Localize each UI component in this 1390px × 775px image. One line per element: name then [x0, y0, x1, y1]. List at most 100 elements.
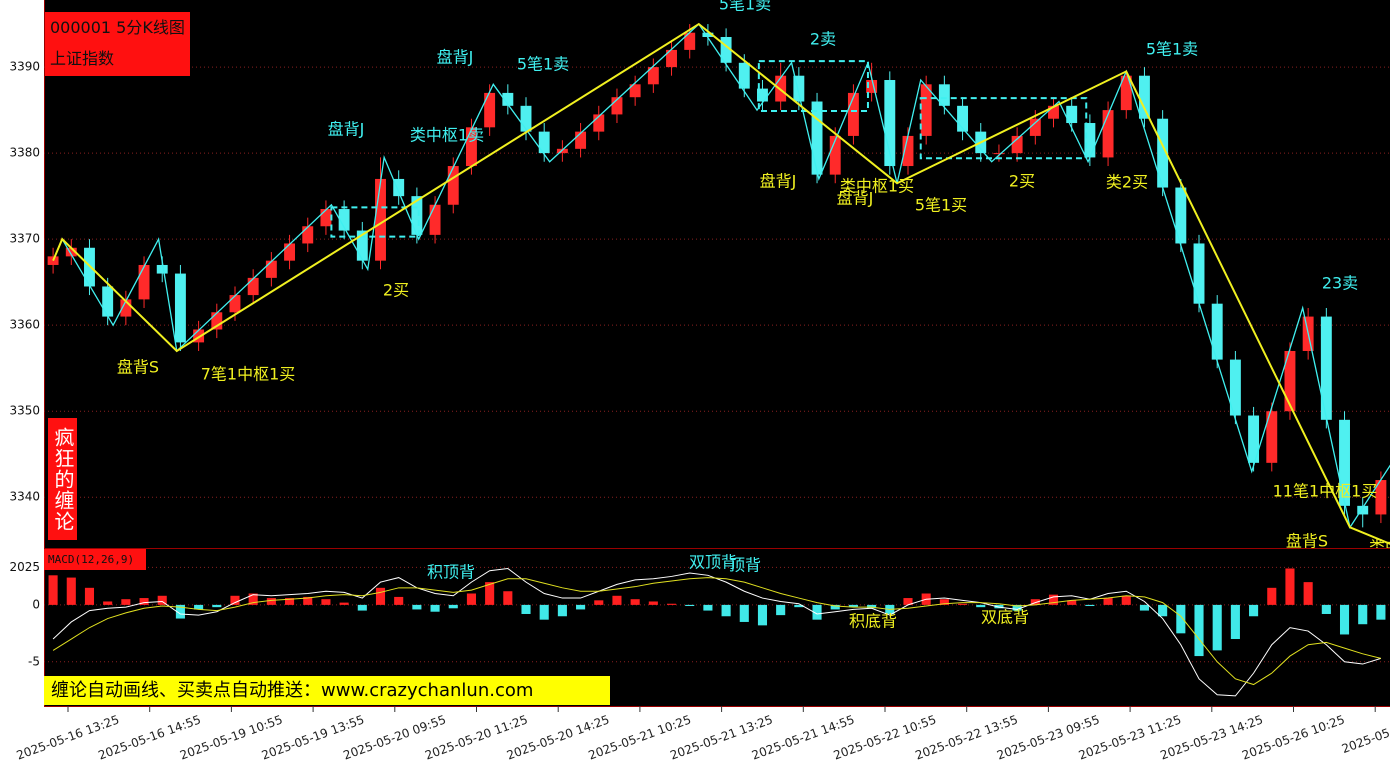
stroke-line	[52, 23, 1390, 530]
candle-body	[847, 92, 859, 136]
candle-body	[720, 36, 732, 63]
macd-bar	[739, 604, 749, 622]
macd-bar	[375, 587, 386, 605]
macd-bar	[248, 593, 258, 605]
macd-bar	[1376, 604, 1386, 620]
macd-bar	[139, 598, 149, 605]
macd-bar	[357, 604, 367, 611]
dea-line	[52, 577, 1382, 686]
candle-body	[484, 92, 496, 128]
macd-bar	[1339, 604, 1350, 635]
candle-body	[520, 105, 532, 132]
macd-bar	[1158, 604, 1168, 617]
macd-bar	[66, 577, 76, 605]
macd-bar	[466, 593, 476, 605]
candle-body	[356, 230, 368, 261]
signal-label: 5笔1卖	[517, 55, 569, 74]
macd-bar	[230, 595, 240, 605]
candle-body	[465, 127, 477, 167]
macd-bar	[1121, 595, 1131, 605]
macd-bar	[994, 604, 1004, 609]
candle-body	[174, 273, 186, 343]
macd-bar	[1048, 594, 1059, 605]
macd-bar	[939, 599, 949, 605]
macd-bar	[266, 598, 276, 605]
macd-bar	[285, 598, 295, 605]
signal-label: 2买	[383, 281, 409, 300]
macd-bar	[976, 604, 986, 608]
macd-bar	[1012, 604, 1022, 611]
candle-body	[1011, 135, 1023, 154]
segment-line	[52, 22, 1390, 545]
signal-label: 盘背J	[437, 48, 474, 67]
macd-bar	[612, 595, 622, 605]
macd-bar	[721, 604, 731, 617]
candle-body	[575, 131, 587, 149]
candle-body	[1357, 505, 1369, 515]
candle-body	[375, 178, 386, 261]
candle-body	[1048, 105, 1059, 119]
candle-body	[102, 286, 114, 317]
candle-body	[302, 226, 314, 244]
candle-body	[702, 32, 714, 37]
macd-bar	[321, 599, 331, 605]
divergence-label: 顶背	[729, 556, 761, 575]
signal-label: 盘背S	[1286, 532, 1328, 551]
pivot-box	[330, 206, 420, 238]
signal-label: 5笔1卖	[1146, 40, 1198, 59]
macd-bar	[1030, 599, 1040, 605]
macd-bar	[630, 599, 640, 605]
candle-body	[993, 153, 1005, 155]
candle-body	[811, 101, 823, 175]
candle-body	[211, 312, 223, 330]
candle-body	[320, 209, 332, 227]
candle-body	[957, 105, 969, 132]
signal-label: 盘背S	[117, 358, 159, 377]
macd-bar	[648, 601, 658, 605]
code-title: 000001 5分K线图	[50, 18, 185, 37]
macd-bar	[830, 604, 840, 610]
y-tick-label: -5	[28, 654, 40, 668]
dif-line	[52, 567, 1382, 697]
title-box: 000001 5分K线图 上证指数	[45, 12, 190, 76]
candle-body	[1102, 110, 1114, 158]
candle-body	[65, 247, 77, 257]
candle-body	[1211, 303, 1223, 360]
macd-bar	[194, 604, 204, 610]
candle-body	[1066, 105, 1078, 124]
y-tick-label: 2025	[9, 560, 40, 574]
candle-body	[1120, 75, 1132, 111]
candle-body	[1375, 480, 1387, 515]
macd-bar	[1085, 604, 1095, 607]
candle-body	[1084, 123, 1096, 158]
macd-bar	[48, 575, 58, 605]
macd-bar	[1230, 604, 1240, 640]
candle-body	[647, 67, 659, 85]
side-label: 疯狂的缠论	[48, 418, 77, 540]
candle-body	[738, 62, 750, 89]
signal-label: 23卖	[1322, 274, 1358, 293]
macd-bar	[448, 604, 458, 609]
macd-bar	[1067, 600, 1077, 605]
candle-body	[120, 299, 132, 317]
y-tick-label: 3380	[9, 146, 40, 160]
candle-body	[611, 97, 623, 115]
candle-body	[265, 260, 277, 278]
signal-label: 盘背J	[837, 189, 874, 208]
promo-banner: 缠论自动画线、买卖点自动推送：www.crazychanlun.com	[44, 676, 610, 705]
macd-bar	[1139, 604, 1149, 611]
candle-body	[1248, 415, 1260, 463]
candle-body	[429, 204, 441, 235]
signal-label: 7笔1中枢1买	[201, 365, 296, 384]
pivot-box	[919, 97, 1088, 160]
y-tick-label: 3360	[9, 318, 40, 332]
macd-bar	[1176, 604, 1186, 634]
macd-bar	[175, 604, 185, 619]
macd-bar	[794, 604, 804, 608]
macd-bar	[666, 603, 677, 605]
candle-body	[1029, 118, 1041, 136]
macd-bar	[685, 604, 695, 607]
macd-bar	[303, 596, 313, 605]
divergence-label: 双顶背	[689, 553, 737, 572]
